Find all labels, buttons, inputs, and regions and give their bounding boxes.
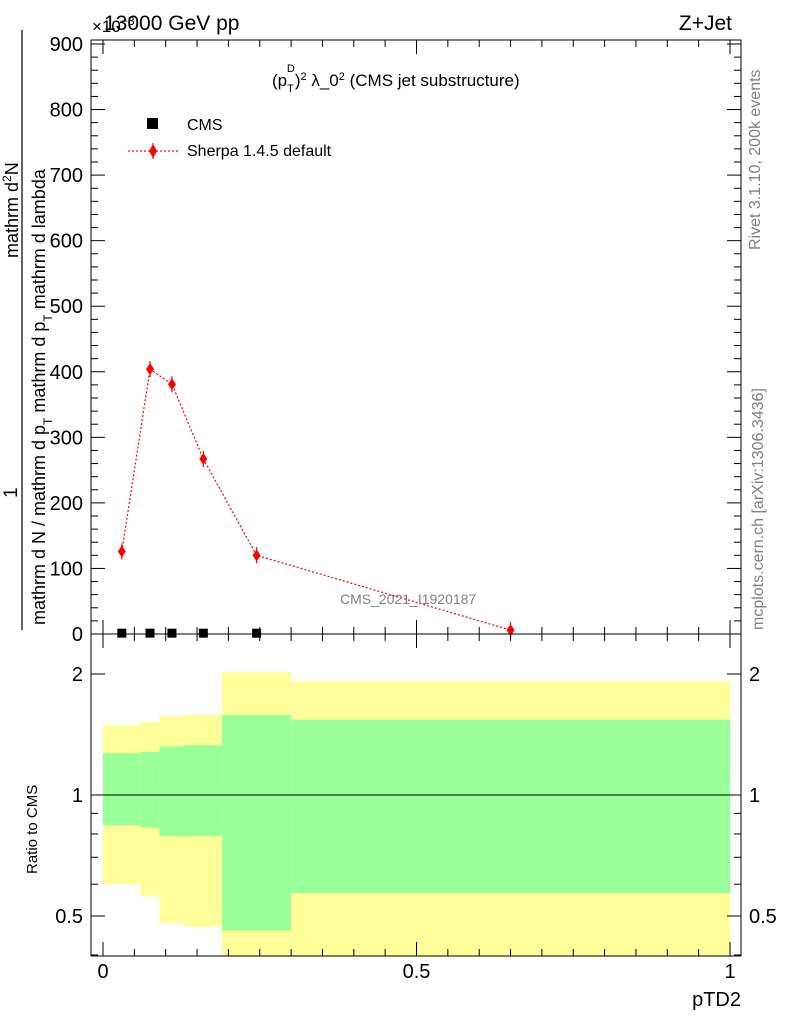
cms-data-point: [117, 628, 127, 638]
y-label-numerator: 1: [1, 487, 22, 498]
ratio-inner-band: [140, 751, 160, 828]
analysis-watermark: CMS_2021_I1920187: [340, 591, 476, 607]
legend-cms-label: CMS: [187, 117, 223, 134]
legend-cms-marker: [147, 118, 158, 129]
header-energy: 13000 GeV pp: [104, 12, 239, 35]
sherpa-data-point: [506, 624, 515, 637]
cms-series: [117, 628, 262, 638]
ratio-y-tick-label-right: 2: [749, 664, 760, 686]
top-x-ticks: [102, 40, 731, 634]
cms-data-point: [252, 628, 262, 638]
ratio-y-axis-label: Ratio to CMS: [24, 785, 41, 874]
top-panel: 0 100 200 300 400 500 600 700 800 900: [50, 34, 742, 646]
top-y-tick-label: 700: [50, 165, 83, 187]
ratio-y-tick-label-left: 1: [72, 785, 83, 807]
ratio-y-tick-label-left: 0.5: [55, 906, 83, 928]
ratio-y-tick-label-right: 0.5: [749, 906, 777, 928]
ratio-y-tick-label-right: 1: [749, 785, 760, 807]
top-y-ticks: 0 100 200 300 400 500 600 700 800 900: [50, 34, 741, 646]
ratio-x-tick-label: 1: [724, 961, 735, 983]
top-y-tick-label: 0: [72, 624, 83, 646]
ratio-inner-band: [159, 746, 185, 837]
top-y-tick-label: 400: [50, 362, 83, 384]
sherpa-data-point: [199, 452, 208, 465]
sherpa-data-point: [117, 545, 126, 558]
sherpa-data-point: [146, 363, 155, 376]
ratio-inner-band: [184, 745, 223, 837]
rivet-version-label: Rivet 3.1.10, 200k events: [747, 69, 764, 250]
ratio-bands: [103, 672, 730, 956]
cms-data-point: [198, 628, 208, 638]
legend: CMS Sherpa 1.4.5 default: [128, 117, 332, 160]
top-y-tick-label: 900: [50, 34, 83, 56]
top-y-tick-label: 100: [50, 558, 83, 580]
x-axis-label: pTD2: [692, 989, 741, 1011]
cms-data-point: [167, 628, 177, 638]
legend-sherpa-marker: [149, 144, 157, 158]
legend-sherpa-label: Sherpa 1.4.5 default: [187, 143, 332, 160]
mcplots-label: mcplots.cern.ch [arXiv:1306.3436]: [750, 388, 767, 630]
ratio-inner-band: [103, 753, 141, 826]
sherpa-data-point: [252, 549, 261, 562]
header-process: Z+Jet: [679, 12, 732, 35]
ratio-x-ticks: 0 0.5 1: [97, 634, 736, 983]
top-y-tick-label: 300: [50, 427, 83, 449]
top-y-tick-label: 200: [50, 493, 83, 515]
top-y-tick-label: 500: [50, 296, 83, 318]
plot-title: (pTD)2 λ_02 (CMS jet substructure): [272, 63, 520, 95]
y-label-fraction-top: mathrm d2N: [0, 162, 22, 258]
ratio-panel: 0.5 0.51 12 2 0 0.5 1: [55, 633, 777, 983]
ratio-y-tick-label-left: 2: [72, 664, 83, 686]
ratio-y-ticks: 0.5 0.5 1 1 2 2: [55, 664, 777, 956]
sherpa-series: [117, 361, 515, 639]
sherpa-data-point: [167, 378, 176, 391]
ratio-x-tick-label: 0: [97, 961, 108, 983]
top-y-axis-label: 1 mathrm d N / mathrm d pT mathrm d pT m…: [0, 30, 55, 630]
top-y-tick-label: 800: [50, 100, 83, 122]
ratio-x-tick-label: 0.5: [403, 961, 431, 983]
cms-data-point: [145, 628, 155, 638]
top-y-tick-label: 600: [50, 231, 83, 253]
ratio-inner-band: [222, 715, 292, 931]
ratio-inner-band: [291, 719, 730, 894]
sherpa-line: [121, 368, 511, 631]
